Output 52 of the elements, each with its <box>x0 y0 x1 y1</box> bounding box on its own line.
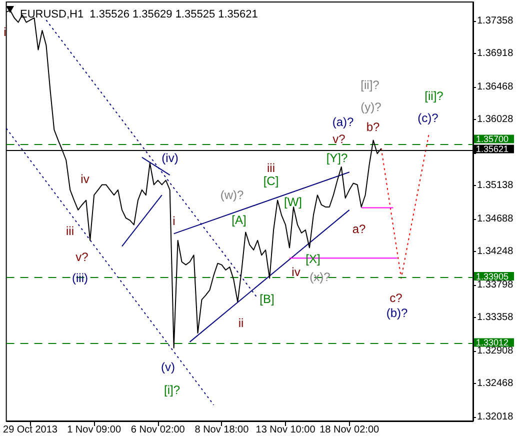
annotation: iii <box>66 224 74 238</box>
y-tick-label: 1.32908 <box>477 345 514 356</box>
annotation: (c)? <box>418 111 439 125</box>
annotation: b? <box>366 120 380 134</box>
x-tick-label: 1 Nov 09:00 <box>67 424 122 436</box>
annotation: (iii) <box>72 271 88 285</box>
annotation: i <box>4 25 6 39</box>
text: EURUSD,H1 1.35526 1.35629 1.35525 1.35621 <box>20 8 258 20</box>
x-tick-label: 18 Nov 02:00 <box>320 424 380 436</box>
y-tick-label: 1.32468 <box>477 378 514 390</box>
annotation: [W] <box>284 195 302 209</box>
annotation: [B] <box>260 292 274 306</box>
annotation: v? <box>332 132 346 146</box>
annotation: iii <box>267 161 275 175</box>
annotation: (b)? <box>386 306 408 320</box>
annotation: [i]? <box>164 383 180 397</box>
annotation: (y)? <box>360 100 382 114</box>
annotation: i <box>172 214 176 228</box>
annotation: iv <box>292 265 300 279</box>
annotation: (a)? <box>332 115 354 129</box>
x-tick-label: 29 Oct 2013 <box>3 424 58 436</box>
y-tick-label: 1.33798 <box>477 279 514 290</box>
x-tick-label: 6 Nov 02:00 <box>130 424 186 436</box>
annotation: a? <box>352 222 366 236</box>
y-tick-label: 1.34688 <box>477 213 514 224</box>
y-tick-label: 1.36918 <box>477 48 514 60</box>
annotation: [Y]? <box>326 151 348 165</box>
y-tick-label: 1.37358 <box>477 15 514 26</box>
annotation: [ii]? <box>424 89 444 103</box>
annotation: v? <box>76 250 89 264</box>
ref-line-label: 1.35700 <box>476 134 509 144</box>
annotation: ii <box>238 316 244 330</box>
ref-line-label: 1.33905 <box>476 271 509 282</box>
ref-line-label: 1.33012 <box>476 338 509 348</box>
x-tick-label: 8 Nov 18:00 <box>194 424 250 436</box>
annotation: [C] <box>263 174 279 188</box>
annotation: (x)? <box>310 270 331 284</box>
annotation: (iv) <box>162 151 178 165</box>
y-tick-label: 1.36468 <box>477 81 514 92</box>
annotation: (w)? <box>220 188 244 202</box>
y-tick-label: 1.36028 <box>477 114 514 126</box>
x-tick-label: 13 Nov 10:00 <box>256 424 316 436</box>
annotation: [ii]? <box>360 78 380 92</box>
y-tick-label: 1.33358 <box>477 312 514 324</box>
annotation: c? <box>390 291 403 305</box>
y-tick-label: 1.35138 <box>477 180 514 192</box>
annotation: [A] <box>232 213 246 227</box>
ref-line-label: 1.35621 <box>476 144 509 154</box>
annotation: iv <box>80 172 90 186</box>
annotation: (v) <box>161 360 175 374</box>
y-tick-label: 1.32018 <box>477 411 514 422</box>
y-tick-label: 1.34248 <box>477 246 514 258</box>
